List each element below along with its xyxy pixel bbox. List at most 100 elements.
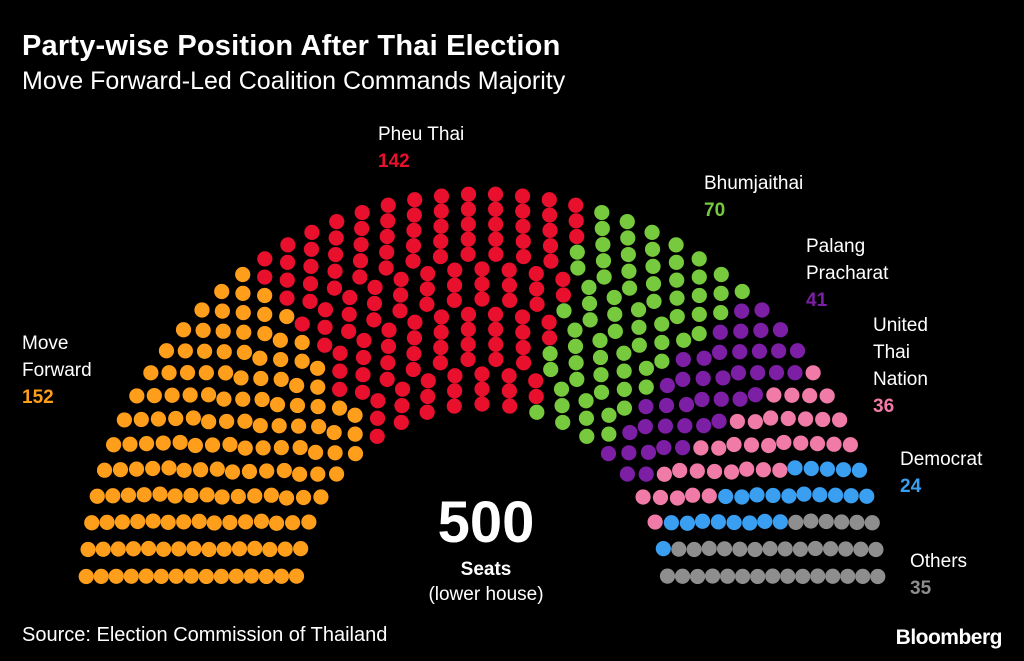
seat-others <box>701 540 717 556</box>
seat-bhumjaithai <box>578 393 594 409</box>
seat-move-forward <box>216 391 232 407</box>
seat-move-forward <box>294 353 310 369</box>
seat-others <box>720 568 736 584</box>
seat-united-thai-nation <box>766 387 782 403</box>
seat-pheu-thai <box>406 222 422 238</box>
seat-pheu-thai <box>433 188 450 204</box>
seat-pheu-thai <box>392 287 409 303</box>
label-bhumjaithai-count: 70 <box>704 200 726 221</box>
seat-palang-pracharat <box>678 397 695 413</box>
seat-move-forward <box>258 568 275 585</box>
seat-bhumjaithai <box>669 290 685 306</box>
seat-bhumjaithai <box>668 237 684 253</box>
seat-united-thai-nation <box>739 461 755 477</box>
seat-pheu-thai <box>317 319 333 335</box>
seat-move-forward <box>237 440 253 456</box>
seat-move-forward <box>110 541 126 557</box>
seat-palang-pracharat <box>711 413 727 429</box>
seat-bhumjaithai <box>553 381 570 397</box>
seat-pheu-thai <box>381 322 397 338</box>
seat-pheu-thai <box>279 254 296 270</box>
seat-palang-pracharat <box>659 377 675 394</box>
seat-palang-pracharat <box>658 397 675 414</box>
label-bhumjaithai: Bhumjaithai 70 <box>704 170 803 224</box>
seat-palang-pracharat <box>695 370 711 387</box>
seat-palang-pracharat <box>696 350 712 366</box>
seat-bhumjaithai <box>620 230 636 246</box>
seat-palang-pracharat <box>789 343 806 359</box>
total-seats-block: 500 Seats (lower house) <box>386 488 586 608</box>
seat-others <box>689 568 706 585</box>
seat-palang-pracharat <box>638 398 654 415</box>
seat-bhumjaithai <box>691 251 707 267</box>
seat-move-forward <box>326 424 342 441</box>
seat-united-thai-nation <box>723 464 740 480</box>
seat-move-forward <box>236 324 252 340</box>
seat-move-forward <box>247 540 263 556</box>
seat-bhumjaithai <box>669 272 685 288</box>
seat-united-thai-nation <box>669 490 686 506</box>
seat-move-forward <box>253 513 270 529</box>
seat-move-forward <box>95 541 111 557</box>
label-democrat-count: 24 <box>900 476 922 497</box>
seat-united-thai-nation <box>635 489 651 505</box>
seat-move-forward <box>161 460 177 476</box>
seat-pheu-thai <box>514 188 531 204</box>
seat-democrat <box>787 460 803 476</box>
seat-bhumjaithai <box>713 304 729 321</box>
seat-others <box>792 541 809 557</box>
seat-united-thai-nation <box>656 466 672 482</box>
seat-move-forward <box>347 407 363 423</box>
seat-united-thai-nation <box>743 437 760 453</box>
label-pheu-thai-count: 142 <box>378 151 410 172</box>
bloomberg-logo: Bloomberg <box>895 626 1003 649</box>
seat-move-forward <box>108 568 124 584</box>
seat-bhumjaithai <box>554 398 570 414</box>
seat-pheu-thai <box>541 314 557 330</box>
seat-move-forward <box>199 487 215 503</box>
seat-move-forward <box>99 514 115 530</box>
seat-move-forward <box>150 411 167 427</box>
seat-palang-pracharat <box>619 466 636 482</box>
seat-pheu-thai <box>569 228 585 245</box>
seat-move-forward <box>292 466 308 482</box>
seat-united-thai-nation <box>647 514 663 530</box>
seat-palang-pracharat <box>751 343 768 359</box>
seat-move-forward <box>125 541 142 557</box>
label-democrat: Democrat 24 <box>900 446 982 500</box>
seat-bhumjaithai <box>579 428 595 444</box>
seat-pheu-thai <box>568 213 584 229</box>
seat-democrat <box>859 488 875 504</box>
seat-pheu-thai <box>328 246 344 263</box>
seat-move-forward <box>215 323 231 339</box>
seat-palang-pracharat <box>733 323 749 339</box>
seat-move-forward <box>262 541 278 558</box>
seat-move-forward <box>186 540 202 557</box>
seat-palang-pracharat <box>675 371 691 387</box>
seat-move-forward <box>198 365 214 381</box>
label-utn-line1: United <box>873 315 928 336</box>
seat-pheu-thai <box>555 271 571 287</box>
seat-pheu-thai <box>394 398 410 414</box>
seat-move-forward <box>257 326 273 342</box>
seat-move-forward <box>191 513 207 529</box>
seat-move-forward <box>310 398 326 415</box>
total-seats-label: Seats <box>460 559 512 580</box>
seat-pheu-thai <box>501 277 518 293</box>
seat-bhumjaithai <box>654 334 670 351</box>
seat-bhumjaithai <box>607 323 623 339</box>
seat-palang-pracharat <box>713 391 729 407</box>
seat-bhumjaithai <box>654 353 670 369</box>
seat-move-forward <box>222 436 238 453</box>
label-palang-line1: Palang <box>806 236 866 257</box>
seat-pheu-thai <box>488 201 504 217</box>
seat-move-forward <box>252 350 268 366</box>
seat-bhumjaithai <box>581 279 597 295</box>
seat-bhumjaithai <box>542 346 558 362</box>
label-pheu-thai: Pheu Thai 142 <box>378 121 464 175</box>
seat-pheu-thai <box>460 201 476 217</box>
seat-others <box>780 568 796 584</box>
seat-pheu-thai <box>432 248 449 265</box>
seat-move-forward <box>301 514 317 530</box>
seat-move-forward <box>194 302 210 318</box>
